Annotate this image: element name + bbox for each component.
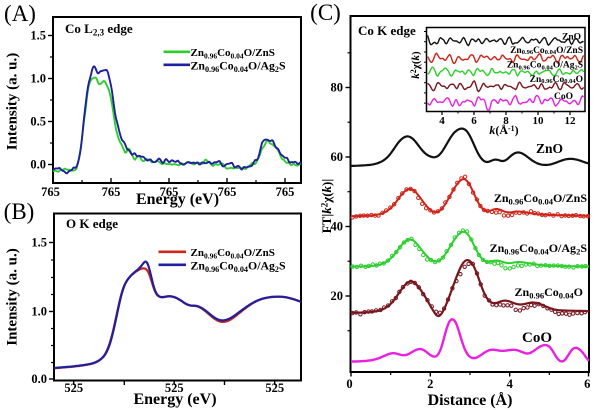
svg-text:Zn0.96Co0.04O/ZnS: Zn0.96Co0.04O/ZnS — [191, 247, 275, 260]
svg-text:0.0: 0.0 — [30, 158, 46, 172]
svg-text:k2χ(k): k2χ(k) — [409, 51, 422, 79]
svg-text:0.5: 0.5 — [30, 115, 46, 129]
svg-text:Intensity (a. u.): Intensity (a. u.) — [5, 248, 21, 346]
svg-text:80: 80 — [331, 81, 344, 95]
svg-text:Co K edge: Co K edge — [358, 23, 416, 38]
svg-text:O K edge: O K edge — [66, 216, 118, 231]
svg-text:ZnO: ZnO — [562, 33, 581, 43]
svg-text:Zn0.96Co0.04O: Zn0.96Co0.04O — [530, 75, 583, 85]
svg-text:Co L2,3 edge: Co L2,3 edge — [65, 21, 133, 38]
svg-text:(C): (C) — [310, 0, 341, 25]
svg-text:Intensity (a. u.): Intensity (a. u.) — [5, 53, 21, 151]
svg-text:(B): (B) — [4, 199, 35, 224]
svg-text:4: 4 — [507, 377, 514, 391]
svg-text:4: 4 — [439, 115, 445, 127]
svg-text:CoO: CoO — [554, 92, 573, 102]
svg-text:0: 0 — [346, 377, 352, 391]
svg-text:525: 525 — [265, 381, 284, 395]
svg-text:Zn0.96Co0.04O/Ag2S: Zn0.96Co0.04O/Ag2S — [507, 61, 583, 72]
svg-text:20: 20 — [331, 289, 344, 303]
svg-text:765: 765 — [160, 185, 179, 199]
svg-text:Zn0.96Co0.04O: Zn0.96Co0.04O — [515, 285, 583, 300]
svg-text:Zn0.96Co0.04O/ZnS: Zn0.96Co0.04O/ZnS — [494, 191, 587, 206]
svg-text:Distance (Å): Distance (Å) — [428, 391, 513, 409]
svg-text:765: 765 — [218, 185, 237, 199]
svg-text:8: 8 — [503, 115, 509, 127]
svg-text:765: 765 — [276, 185, 295, 199]
svg-text:Zn0.96Co0.04O/ZnS: Zn0.96Co0.04O/ZnS — [191, 47, 275, 60]
svg-text:765: 765 — [102, 185, 121, 199]
svg-text:Zn0.96Co0.04O/Ag2S: Zn0.96Co0.04O/Ag2S — [191, 59, 286, 74]
svg-text:ZnO: ZnO — [536, 141, 563, 156]
svg-text:6: 6 — [471, 115, 477, 127]
svg-text:0.0: 0.0 — [31, 372, 47, 386]
svg-text:10: 10 — [533, 115, 545, 127]
svg-text:1.0: 1.0 — [30, 72, 46, 86]
svg-text:2: 2 — [427, 377, 433, 391]
svg-text:525: 525 — [165, 381, 184, 395]
svg-text:60: 60 — [331, 150, 344, 164]
svg-text:40: 40 — [331, 220, 344, 234]
svg-text:12: 12 — [565, 115, 577, 127]
svg-text:CoO: CoO — [522, 330, 552, 346]
svg-text:1.0: 1.0 — [31, 305, 47, 319]
svg-text:6: 6 — [584, 377, 590, 391]
svg-text:Energy (eV): Energy (eV) — [133, 391, 216, 408]
svg-text:525: 525 — [64, 381, 83, 395]
svg-text:FT|k2χ(k)|: FT|k2χ(k)| — [319, 179, 334, 234]
svg-text:Zn0.96Co0.04O/ZnS: Zn0.96Co0.04O/ZnS — [510, 46, 583, 56]
svg-text:(A): (A) — [4, 1, 36, 26]
svg-text:Zn0.96Co0.04O/Ag2S: Zn0.96Co0.04O/Ag2S — [191, 259, 286, 274]
svg-text:k(Å-1): k(Å-1) — [489, 123, 518, 137]
svg-text:Zn0.96Co0.04O/Ag2S: Zn0.96Co0.04O/Ag2S — [490, 241, 588, 256]
svg-text:1.5: 1.5 — [31, 236, 47, 250]
svg-text:765: 765 — [41, 185, 60, 199]
svg-text:1.5: 1.5 — [30, 29, 46, 43]
svg-text:Energy (eV): Energy (eV) — [136, 191, 219, 208]
